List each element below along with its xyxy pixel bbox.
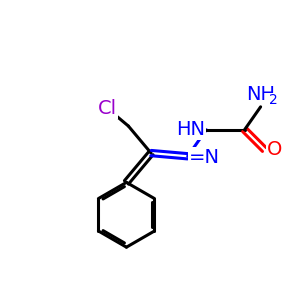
Text: =N: =N <box>189 148 220 167</box>
Text: HN: HN <box>176 120 205 139</box>
Text: Cl: Cl <box>98 99 117 118</box>
Text: 2: 2 <box>268 93 277 107</box>
Text: O: O <box>267 140 283 159</box>
Text: NH: NH <box>246 85 275 104</box>
